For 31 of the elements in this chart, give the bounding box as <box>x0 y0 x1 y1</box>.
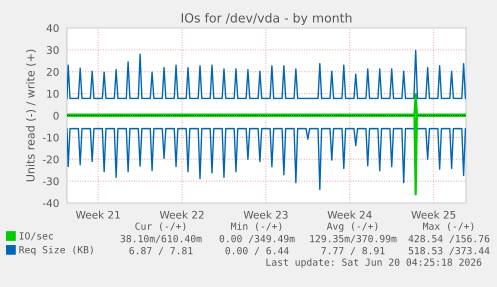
y-axis-title: Units read (-) / write (+) <box>26 50 36 182</box>
text: 0.00 / 6.44 <box>225 246 289 256</box>
x-tick-label: Week 23 <box>244 210 288 219</box>
legend-label: Req Size (KB) <box>19 246 93 256</box>
x-tick-label: Week 24 <box>328 210 372 219</box>
text: Last update: Sat Jun 20 04:25:18 2026 <box>266 258 482 268</box>
y-tick-label: 40 <box>46 24 59 32</box>
x-tick-label: Week 22 <box>160 210 204 219</box>
legend-label: IO/sec <box>20 232 53 240</box>
y-tick-label: -10 <box>42 134 59 142</box>
text: 428.54 /156.76 <box>408 234 490 244</box>
chart-title: IOs for /dev/vda - by month <box>182 12 352 26</box>
y-tick-label: -40 <box>42 199 59 208</box>
text: 38.10m/610.40m <box>120 234 202 244</box>
text: 129.35m/370.99m <box>310 234 396 244</box>
y-tick-label: 30 <box>46 46 59 54</box>
x-tick-label: Week 25 <box>411 210 456 219</box>
text: 518.53 /373.44 <box>408 246 490 256</box>
text: Max (-/+) <box>423 222 474 231</box>
text: Cur (-/+) <box>135 222 186 231</box>
text: Min (-/+) <box>231 222 282 231</box>
text: 6.87 / 7.81 <box>129 246 193 256</box>
y-tick-label: -20 <box>42 155 59 164</box>
text: Avg (-/+) <box>326 222 378 232</box>
text: 7.77 / 8.91 <box>321 246 385 256</box>
y-tick-label: 10 <box>47 90 59 98</box>
text: 0.00 /349.49m <box>220 234 295 244</box>
y-tick-label: -30 <box>42 177 59 186</box>
x-tick-label: Week 21 <box>76 210 120 219</box>
y-tick-label: 0 <box>53 112 59 120</box>
y-tick-label: 20 <box>46 68 59 76</box>
